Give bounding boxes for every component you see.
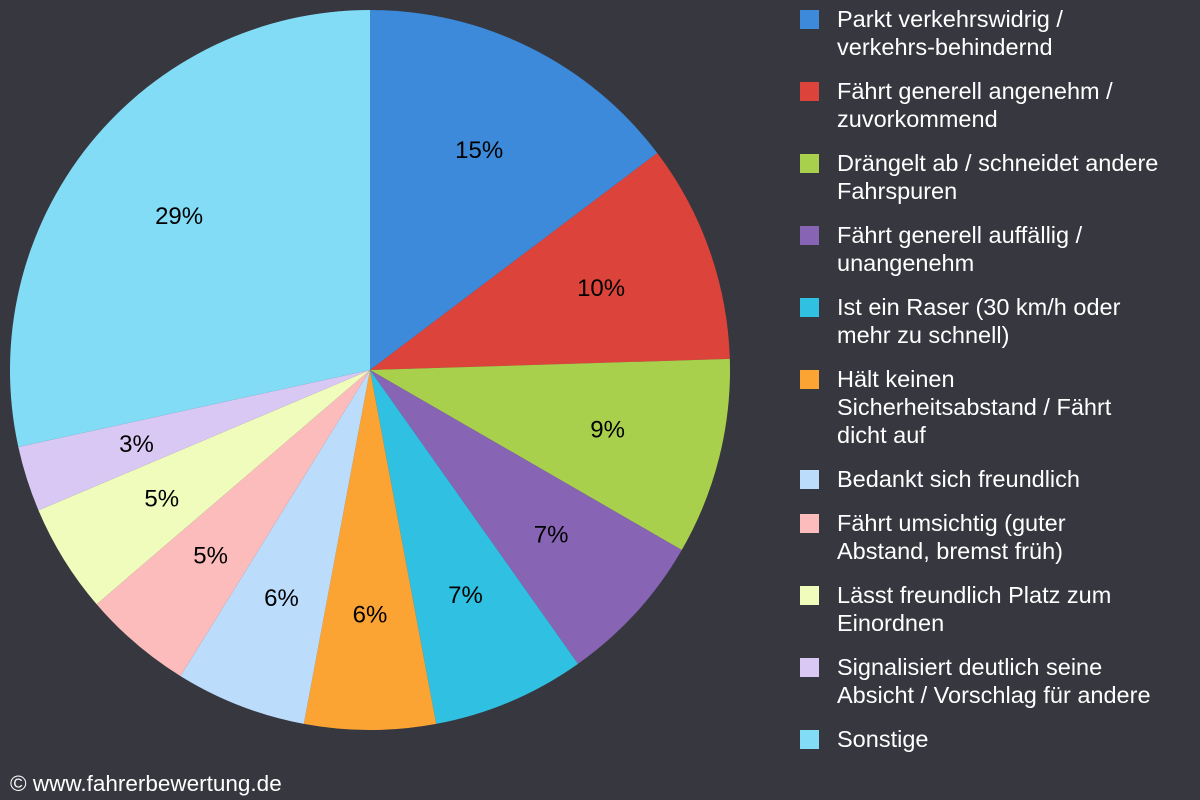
slice-label-1: 15% <box>455 137 503 164</box>
pie-slice-2-faehrt-generell-angenehm-zuvorkommend <box>370 153 730 370</box>
legend-swatch-2 <box>800 82 819 101</box>
slice-label-5: 7% <box>448 582 483 609</box>
slice-label-4: 7% <box>534 522 569 549</box>
legend-label-1: Parkt verkehrswidrig / verkehrs-behinder… <box>837 6 1063 60</box>
copyright-notice: © www.fahrerbewertung.de <box>10 771 282 796</box>
legend-swatch-1 <box>800 10 819 29</box>
legend-label-7: Bedankt sich freundlich <box>837 466 1080 492</box>
legend-label-2: Fährt generell angenehm / zuvorkommend <box>837 78 1113 132</box>
legend-swatch-7 <box>800 470 819 489</box>
slice-label-9: 5% <box>144 486 179 513</box>
pie-chart: 15% 10% 9% 7% 7% 6% 6% 5% 5% 3% 29% <box>9 9 731 730</box>
legend-label-9: Lässt freundlich Platz zum Einordnen <box>837 582 1112 636</box>
slice-label-11: 29% <box>155 203 203 230</box>
pie-slice-7-bedankt-sich-freundlich <box>180 370 370 724</box>
pie-slice-10-signalisiert-deutlich-seine-absicht-vors <box>18 370 371 511</box>
slice-label-3: 9% <box>590 416 625 443</box>
slice-label-2: 10% <box>577 275 625 302</box>
legend-label-6: Hält keinen Sicherheitsabstand / Fährt d… <box>837 366 1112 448</box>
legend-swatch-10 <box>800 658 819 677</box>
pie-slice-8-faehrt-umsichtig-guter-abstand-bremst-fr <box>96 370 371 677</box>
legend-swatch-3 <box>800 154 819 173</box>
slice-label-6: 6% <box>353 602 388 629</box>
pie-slice-4-faehrt-generell-auffaellig-unangenehm <box>370 370 682 664</box>
legend-swatch-4 <box>800 226 819 245</box>
legend-swatch-5 <box>800 298 819 317</box>
legend-label-10: Signalisiert deutlich seine Absicht / Vo… <box>837 654 1151 708</box>
legend-label-8: Fährt umsichtig (guter Abstand, bremst f… <box>837 510 1066 564</box>
legend-label-3: Drängelt ab / schneidet andere Fahrspure… <box>837 150 1159 204</box>
legend-label-4: Fährt generell auffällig / unangenehm <box>837 222 1083 276</box>
legend-swatch-9 <box>800 586 819 605</box>
legend-swatch-6 <box>800 370 819 389</box>
slice-label-7: 6% <box>264 585 299 612</box>
legend-swatch-11 <box>800 730 819 749</box>
slice-label-8: 5% <box>193 543 228 570</box>
legend-swatch-8 <box>800 514 819 533</box>
pie-slice-5-ist-ein-raser-30-km-h-oder-mehr-zu-schne <box>370 370 578 724</box>
pie-slice-1-parkt-verkehrswidrig-verkehrs-behindernd <box>370 10 658 370</box>
pie-slice-9-laesst-freundlich-platz-zum-einordnen <box>38 370 370 605</box>
pie-slice-11-sonstige <box>9 9 371 448</box>
legend-label-5: Ist ein Raser (30 km/h oder mehr zu schn… <box>837 294 1121 348</box>
slice-label-10: 3% <box>119 431 154 458</box>
pie-slice-6-haelt-keinen-sicherheitsabstand-faehrt-d <box>303 370 437 730</box>
legend-label-11: Sonstige <box>837 726 929 752</box>
pie-slice-3-draengelt-ab-schneidet-andere-fahrspuren <box>370 358 731 550</box>
